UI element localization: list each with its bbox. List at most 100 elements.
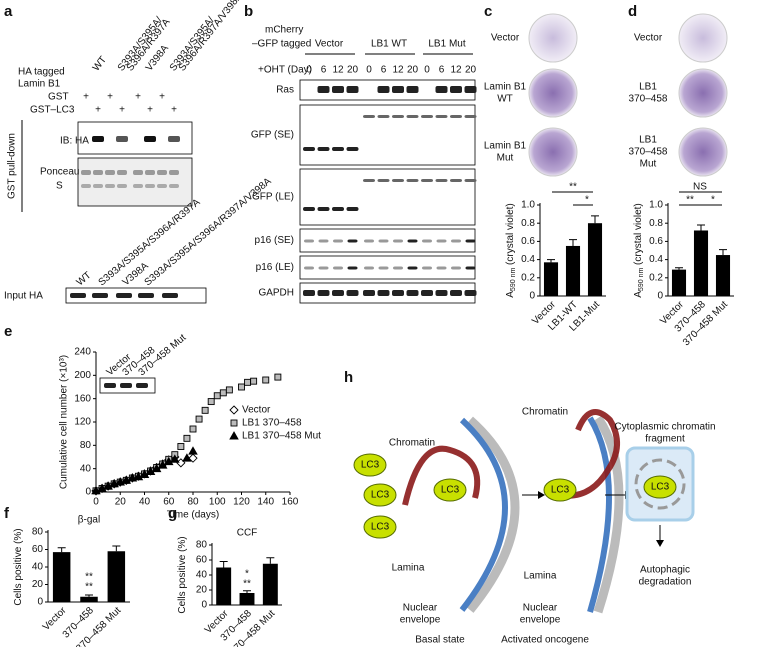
legend-label: LB1 370–458 Mut xyxy=(242,431,321,442)
band xyxy=(120,383,132,388)
lc3-blob xyxy=(363,483,397,507)
chart-title: β-gal xyxy=(78,515,100,526)
x-tick-label: 0 xyxy=(93,497,99,508)
y-tick-label: 0.4 xyxy=(521,254,535,265)
blot xyxy=(299,168,476,226)
band xyxy=(136,383,148,388)
band xyxy=(347,239,358,243)
marker xyxy=(163,456,174,466)
marker xyxy=(219,389,227,397)
label: + xyxy=(119,105,125,116)
y-tick-label: 120 xyxy=(74,417,91,428)
lc3-label: LC3 xyxy=(361,460,380,471)
band xyxy=(92,293,108,298)
band xyxy=(392,115,404,118)
band xyxy=(93,184,103,188)
annotation: ** xyxy=(569,182,577,193)
band xyxy=(145,170,155,175)
annotation: * xyxy=(245,569,249,580)
plate xyxy=(678,13,728,63)
diagram-label: degradation xyxy=(639,577,692,588)
band xyxy=(406,86,419,93)
bar xyxy=(52,552,71,602)
plate xyxy=(528,13,578,63)
x-tick-label: 60 xyxy=(163,497,175,508)
band xyxy=(104,383,116,388)
band xyxy=(304,266,314,270)
marker xyxy=(121,475,132,484)
label: LB1 xyxy=(639,82,657,93)
label: 20 xyxy=(347,65,359,76)
bar xyxy=(671,269,687,296)
y-axis-label: A590 nm (crystal violet) xyxy=(505,203,517,297)
label: GST pull-down xyxy=(7,133,18,199)
bar xyxy=(693,230,709,296)
band xyxy=(346,86,359,93)
label: g xyxy=(168,505,177,522)
label: –GFP tagged xyxy=(252,39,311,50)
label: 6 xyxy=(381,65,387,76)
label: + xyxy=(95,105,101,116)
band xyxy=(451,266,461,270)
label: Ras xyxy=(276,85,294,96)
diagram-label: Chromatin xyxy=(522,407,568,418)
diagram-label: Lamina xyxy=(524,571,557,582)
marker xyxy=(182,453,192,462)
error-bar xyxy=(719,249,727,256)
label: 370–458 xyxy=(629,94,668,105)
label: p16 (SE) xyxy=(255,235,294,246)
bar xyxy=(543,262,559,296)
y-tick-label: 160 xyxy=(74,393,91,404)
label: S xyxy=(56,181,63,192)
marker xyxy=(133,471,144,481)
x-tick-label: 80 xyxy=(187,497,199,508)
label: 0 xyxy=(306,65,312,76)
label: Input HA xyxy=(4,291,43,302)
label: Vector xyxy=(491,33,520,44)
band xyxy=(392,86,404,93)
y-tick-label: 0.2 xyxy=(521,272,535,283)
band xyxy=(363,115,375,118)
error-bar xyxy=(675,267,683,270)
band xyxy=(105,170,115,175)
y-tick-label: 0.8 xyxy=(521,218,535,229)
band xyxy=(332,86,344,93)
band xyxy=(406,179,419,182)
legend-marker xyxy=(229,431,239,440)
y-tick-label: 80 xyxy=(32,527,44,538)
label: Mut xyxy=(497,153,514,164)
band xyxy=(378,266,389,270)
diagram-label: Cytoplasmic chromatin xyxy=(614,422,715,433)
label: 20 xyxy=(465,65,477,76)
marker xyxy=(207,398,215,406)
band xyxy=(377,115,390,118)
marker xyxy=(177,443,185,450)
band xyxy=(421,179,433,182)
label: + xyxy=(159,92,165,103)
band xyxy=(332,207,344,211)
band xyxy=(157,184,167,188)
band xyxy=(169,184,179,188)
label: GST–LC3 xyxy=(30,105,75,116)
y-tick-label: 1.0 xyxy=(521,200,535,211)
label: 370–458 xyxy=(629,147,668,158)
y-axis-label: 590 nm xyxy=(510,268,517,292)
y-tick-label: 0 xyxy=(201,600,207,611)
band xyxy=(364,239,374,243)
plate xyxy=(678,68,728,118)
label: Lamin B1 xyxy=(18,79,61,90)
lc3-label: LC3 xyxy=(551,485,570,496)
marker xyxy=(238,383,245,391)
label: GAPDH xyxy=(258,288,294,299)
band xyxy=(317,86,330,93)
marker xyxy=(188,446,198,455)
marker xyxy=(195,415,203,423)
bar xyxy=(80,596,98,602)
band xyxy=(333,239,343,243)
label: h xyxy=(344,369,353,386)
label: WT xyxy=(91,54,109,73)
label: mCherry xyxy=(265,25,303,36)
band xyxy=(435,179,448,182)
x-tick-label: 100 xyxy=(209,497,226,508)
